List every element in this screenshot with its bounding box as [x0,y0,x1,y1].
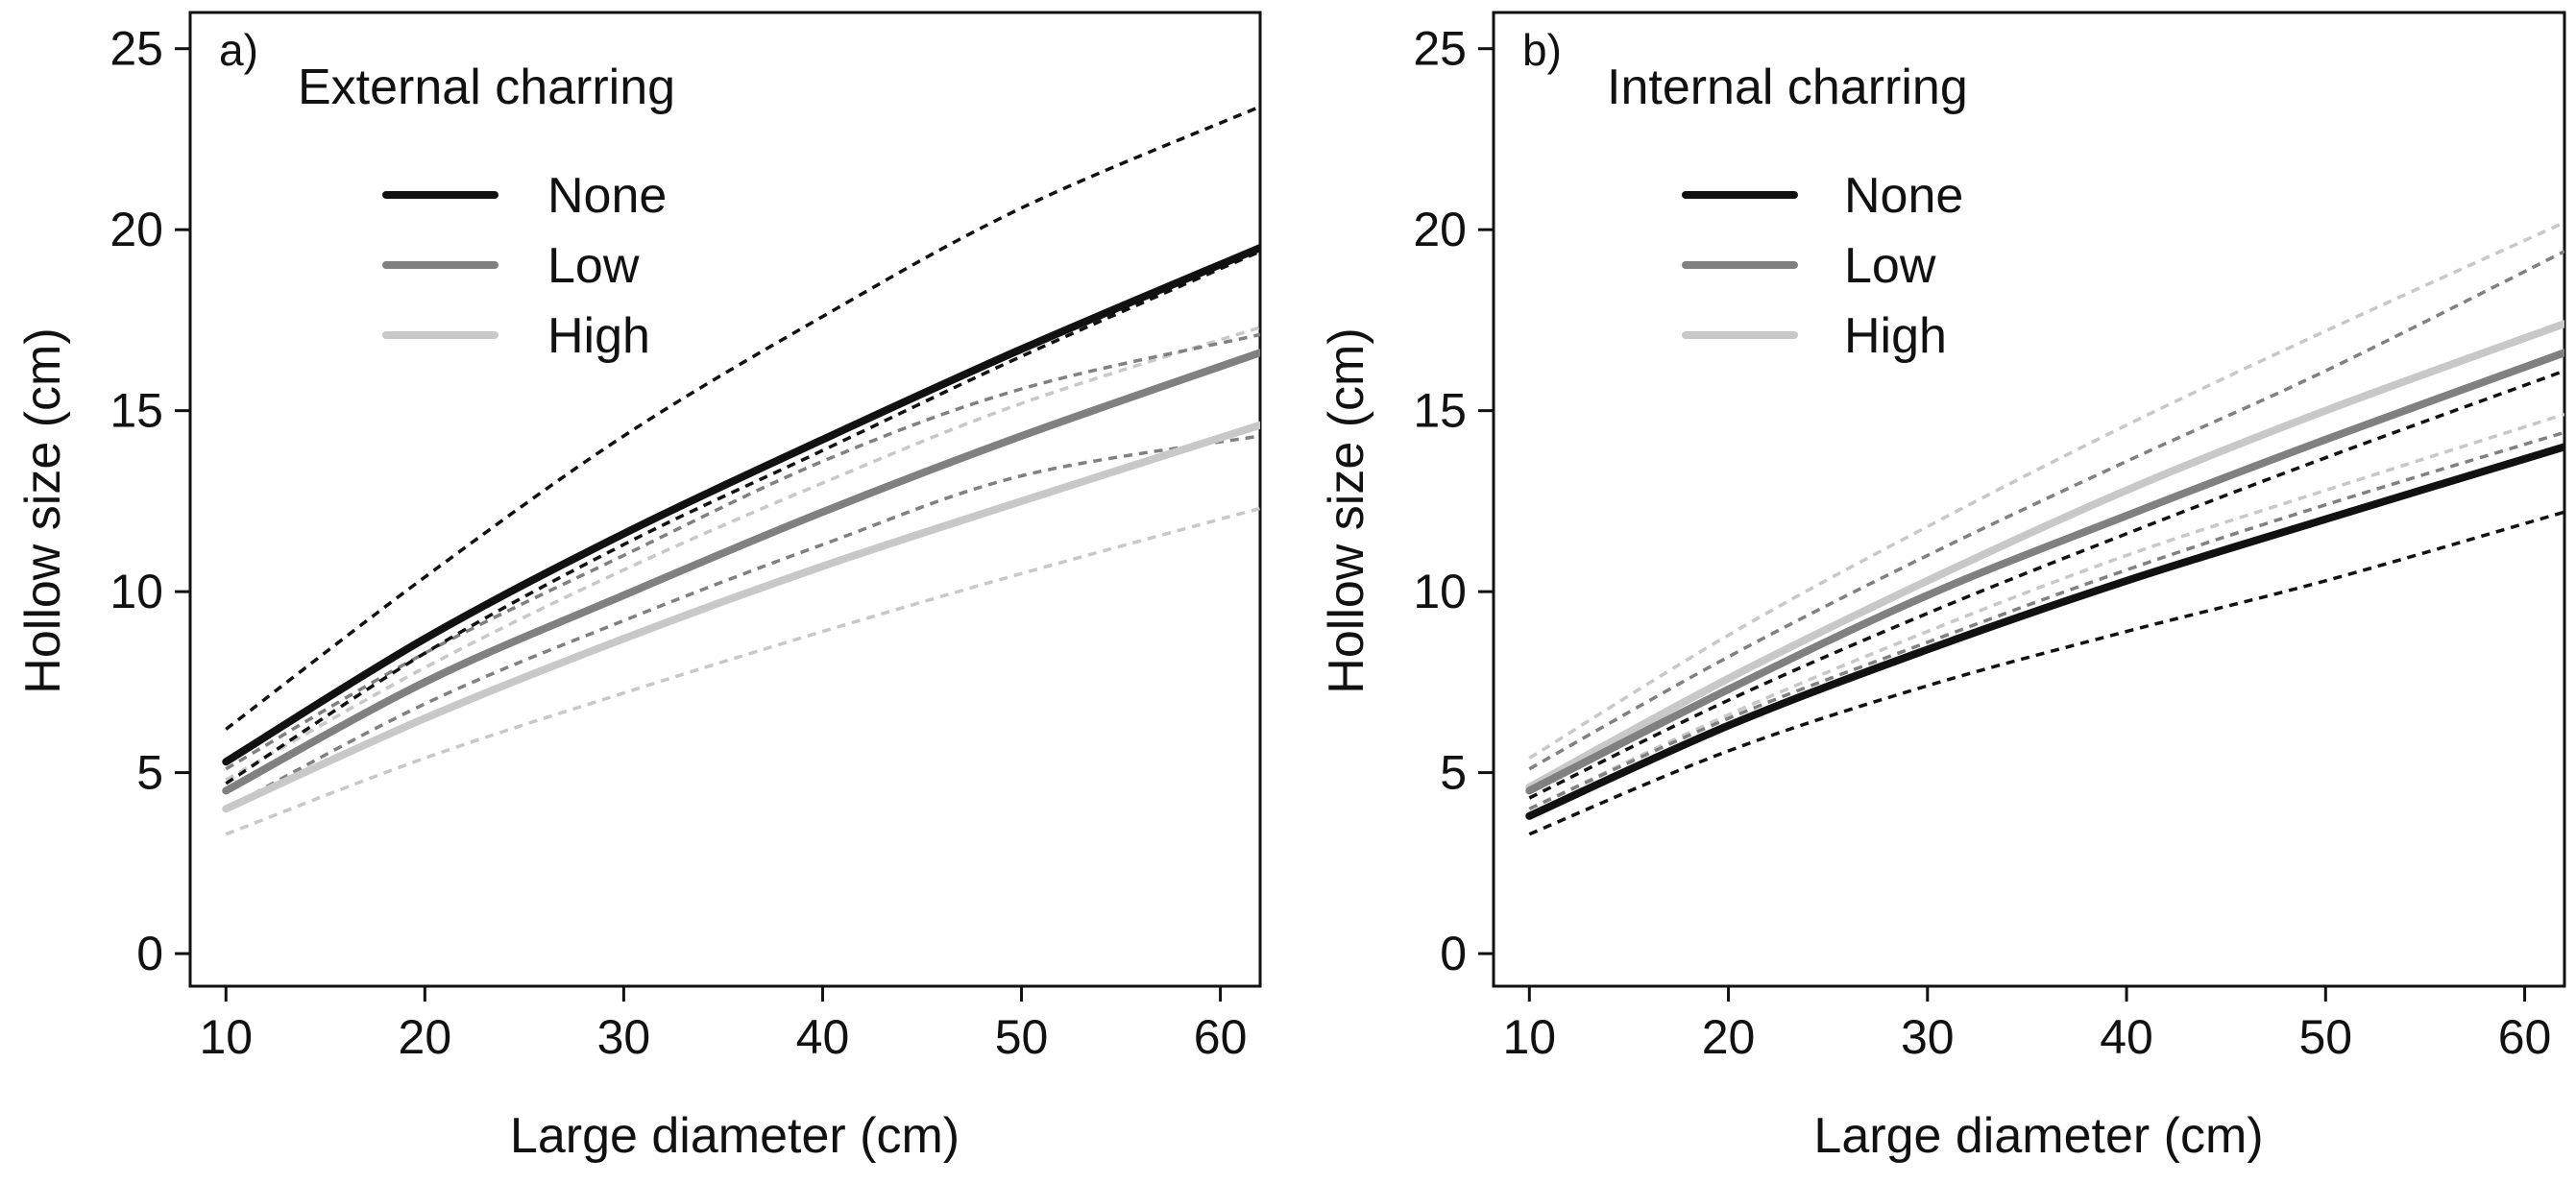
y-tick-label: 25 [109,22,163,76]
y-tick-label: 20 [1413,203,1467,256]
y-tick-label: 15 [109,384,163,438]
x-tick-label: 30 [1901,1010,1955,1064]
ci-lower-line-low [1528,430,2564,810]
ci-upper-line-high [225,326,1260,782]
y-tick-label: 5 [136,746,163,800]
plot-area [1525,221,2564,836]
legend-title: Internal charring [1607,60,1968,115]
series-line-low [222,349,1260,795]
x-tick-label: 50 [2298,1010,2352,1064]
x-tick-label: 10 [199,1010,253,1064]
y-axis-label: Hollow size (cm) [1319,327,1374,693]
panel-label: a) [219,25,258,75]
y-tick-label: 10 [109,565,163,618]
y-tick-label: 5 [1440,746,1467,800]
x-tick-label: 20 [1702,1010,1756,1064]
y-tick-label: 0 [136,927,163,980]
x-tick-label: 30 [597,1010,651,1064]
panel-b: 10 20 30 40 50 60 0 5 10 15 20 25 Large diameter (cm… [1319,11,2566,1164]
y-tick-label: 10 [1413,565,1467,618]
ci-lower-line-high [1528,412,2564,810]
x-tick-label: 40 [2100,1010,2153,1064]
x-tick-label: 20 [399,1010,452,1064]
legend-label-high: High [1844,308,1947,364]
series-line-low [1525,349,2564,795]
legend-label-none: None [1844,168,1963,224]
series-line-none [222,244,1260,766]
y-tick-label: 0 [1440,927,1467,980]
legend-label-high: High [547,308,650,364]
y-axis-label: Hollow size (cm) [15,327,71,693]
series-line-none [1525,443,2564,820]
legend-label-low: Low [1844,238,1936,294]
series-line-high [1525,320,2564,791]
ci-upper-line-high [1528,221,2564,760]
legend-label-none: None [547,168,667,224]
ci-upper-line-none [225,105,1260,731]
ci-upper-line-none [1528,369,2564,800]
y-tick-label: 25 [1413,22,1467,76]
ci-upper-line-low [1528,250,2564,771]
y-tick-label: 20 [109,203,163,256]
panel-a: 10 20 30 40 50 60 0 5 10 15 20 25 Large diameter (cm… [15,11,1262,1164]
x-tick-label: 40 [796,1010,850,1064]
panel-label: b) [1522,25,1562,75]
ci-lower-line-none [1528,510,2564,836]
x-tick-label: 10 [1502,1010,1556,1064]
ci-lower-line-high [225,506,1260,836]
ci-lower-line-low [225,434,1260,810]
legend-label-low: Low [547,238,640,294]
x-axis-label: Large diameter (cm) [510,1108,960,1164]
ci-upper-line-low [225,332,1260,771]
y-tick-label: 15 [1413,384,1467,438]
plot-frame [188,11,1262,988]
legend-title: External charring [298,60,675,115]
x-tick-label: 50 [995,1010,1049,1064]
x-tick-label: 60 [1194,1010,1248,1064]
x-tick-label: 60 [2498,1010,2552,1064]
plot-area [222,105,1260,836]
series-line-high [222,421,1260,813]
x-axis-label: Large diameter (cm) [1813,1108,2263,1164]
plot-frame [1492,11,2566,988]
